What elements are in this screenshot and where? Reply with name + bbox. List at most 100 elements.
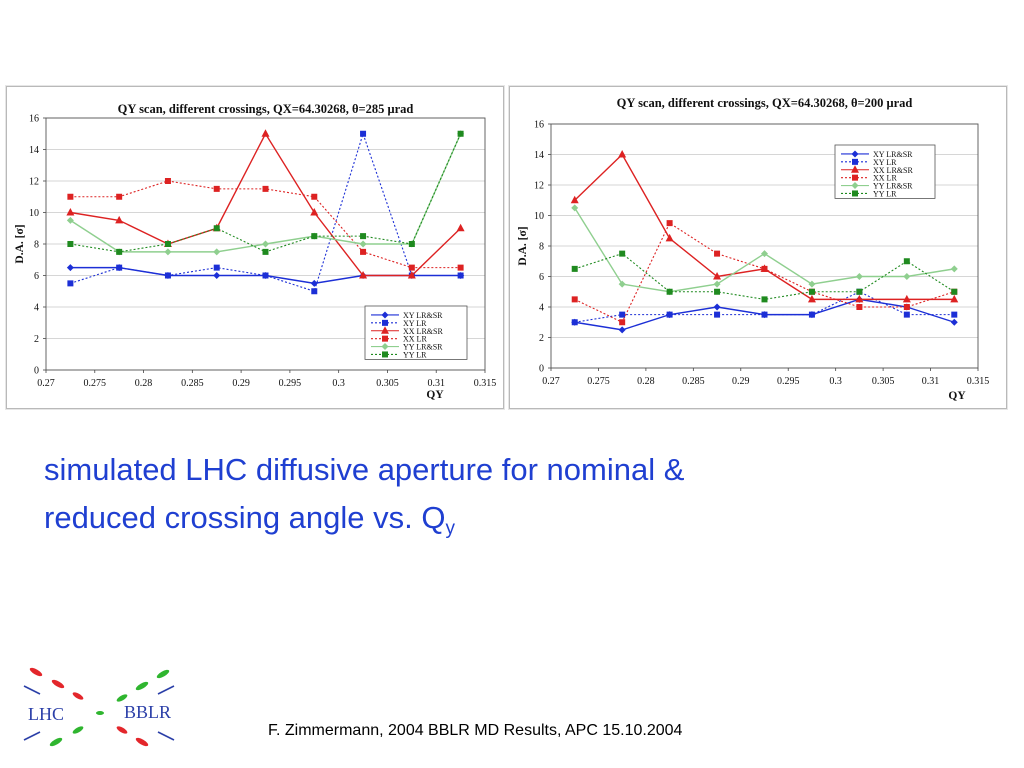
x-tick-label: 0.29 — [732, 376, 750, 387]
data-point — [808, 311, 815, 318]
legend-marker — [851, 182, 859, 190]
slide-caption: simulated LHC diffusive aperture for nom… — [44, 446, 944, 542]
data-point — [761, 265, 768, 272]
legend-entry: XY LR — [873, 158, 897, 167]
legend-marker — [382, 335, 388, 342]
series-line — [70, 133, 462, 253]
x-tick-label: 0.275 — [587, 376, 610, 387]
legend-entry: XY LR&SR — [873, 150, 913, 159]
data-point — [808, 288, 815, 295]
chart-title: QY scan, different crossings, QX=64.3026… — [617, 96, 913, 110]
data-point — [360, 130, 367, 137]
series-line — [574, 207, 955, 293]
x-tick-label: 0.27 — [542, 376, 560, 387]
data-point — [856, 288, 863, 295]
x-tick-label: 0.3 — [829, 376, 842, 387]
legend-entry: YY LR&SR — [873, 182, 913, 191]
y-tick-label: 12 — [29, 177, 39, 188]
legend-entry: YY LR&SR — [403, 343, 443, 352]
data-point — [67, 280, 74, 287]
data-point — [951, 311, 958, 318]
caption-line-1: simulated LHC diffusive aperture for nom… — [44, 452, 685, 487]
data-point — [457, 272, 464, 279]
x-tick-label: 0.27 — [37, 378, 55, 389]
x-tick-label: 0.315 — [474, 378, 497, 389]
legend-marker — [382, 351, 388, 358]
y-tick-label: 14 — [534, 150, 544, 161]
data-point — [714, 311, 721, 318]
series-line — [70, 180, 461, 269]
data-point — [407, 271, 416, 279]
y-tick-label: 8 — [34, 240, 39, 251]
data-point — [903, 311, 910, 318]
x-tick-label: 0.295 — [279, 378, 302, 389]
y-tick-label: 16 — [534, 120, 544, 131]
x-tick-label: 0.275 — [84, 378, 107, 389]
data-point — [619, 319, 626, 326]
x-axis-label: QY — [426, 389, 444, 401]
data-point — [67, 193, 74, 200]
chart-svg-right: QY scan, different crossings, QX=64.3026… — [517, 96, 989, 402]
footer-citation: F. Zimmermann, 2004 BBLR MD Results, APC… — [268, 722, 683, 739]
x-tick-label: 0.28 — [135, 378, 153, 389]
series-yy-lr — [67, 130, 464, 255]
data-point — [115, 215, 124, 224]
y-tick-label: 16 — [29, 114, 39, 125]
data-point — [761, 250, 768, 258]
plot-area-border — [45, 117, 486, 371]
data-point — [571, 204, 579, 212]
data-point — [213, 225, 220, 232]
caption-line-2-main: reduced crossing angle vs. Q — [44, 500, 446, 535]
data-point — [855, 273, 863, 280]
data-point — [713, 303, 721, 311]
y-axis-label: D.A. [σ] — [517, 226, 529, 265]
data-point — [855, 294, 864, 303]
x-tick-label: 0.31 — [922, 376, 940, 387]
data-point — [116, 264, 123, 271]
data-point — [311, 193, 318, 200]
data-point — [457, 264, 464, 271]
caption-subscript: y — [445, 518, 456, 539]
data-point — [856, 304, 863, 310]
chart-title: QY scan, different crossings, QX=64.3026… — [118, 102, 414, 116]
data-point — [950, 265, 958, 273]
data-point — [950, 318, 958, 326]
y-tick-label: 2 — [34, 334, 39, 345]
data-point — [360, 248, 367, 255]
chart-svg-left: QY scan, different crossings, QX=64.3026… — [14, 102, 497, 401]
legend-entry: XY LR — [403, 319, 427, 328]
data-point — [359, 271, 368, 279]
data-point — [761, 311, 768, 318]
da-chart-200urad: QY scan, different crossings, QX=64.3026… — [509, 86, 1007, 409]
legend-marker — [381, 311, 389, 319]
logo-beam-lines — [23, 667, 175, 747]
data-point — [714, 288, 721, 295]
data-point — [359, 240, 367, 248]
data-point — [618, 280, 626, 288]
data-point — [713, 280, 721, 288]
data-point — [311, 288, 318, 295]
lhc-bblr-logo: LHC BBLR — [23, 667, 175, 747]
data-point — [262, 248, 269, 255]
series-xx-lr — [571, 220, 958, 326]
data-point — [761, 296, 768, 303]
data-point — [164, 248, 172, 256]
series-line — [70, 133, 462, 253]
data-point — [903, 304, 910, 310]
y-tick-label: 0 — [34, 366, 39, 377]
data-point — [262, 272, 269, 279]
series-yy-lr-sr — [66, 130, 465, 256]
series-yy-lr — [571, 250, 958, 303]
logo-bblr-text: BBLR — [124, 702, 171, 722]
x-tick-label: 0.305 — [872, 376, 895, 387]
data-point — [310, 208, 319, 216]
x-tick-label: 0.28 — [637, 376, 655, 387]
data-point — [950, 294, 959, 303]
legend-marker — [851, 165, 859, 173]
legend-marker — [382, 319, 388, 326]
data-point — [310, 279, 318, 287]
data-point — [311, 233, 318, 240]
data-point — [714, 250, 721, 257]
